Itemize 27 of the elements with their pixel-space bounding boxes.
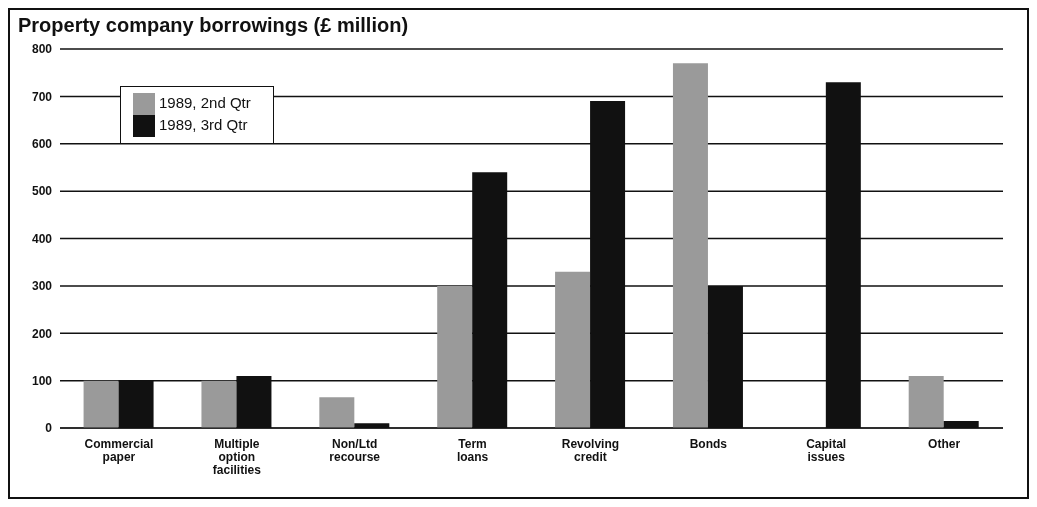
- x-tick-label: Other: [928, 437, 961, 451]
- y-tick-label: 600: [31, 137, 53, 152]
- y-tick-label: 100: [31, 373, 53, 388]
- bar: [437, 285, 473, 428]
- bar: [83, 380, 119, 428]
- x-tick-label: Commercial paper: [84, 437, 154, 464]
- y-tick-label: 200: [31, 326, 53, 341]
- x-tick-label: Non/Ltd recourse: [329, 437, 381, 464]
- y-tick-label: 0: [45, 421, 53, 436]
- bar: [319, 397, 355, 428]
- y-tick-label: 300: [31, 279, 53, 294]
- x-tick-label: Multiple option facilities: [212, 437, 262, 477]
- x-tick-label: Revolving credit: [561, 437, 620, 464]
- x-tick-label: Capital issues: [806, 437, 847, 464]
- legend-label: 1989, 3rd Qtr: [159, 115, 248, 133]
- bar: [201, 380, 237, 428]
- x-tick-label: Term loans: [456, 437, 489, 464]
- y-tick-label: 800: [31, 42, 53, 57]
- bar: [908, 375, 944, 428]
- y-tick-label: 700: [31, 89, 53, 104]
- y-tick-label: 500: [31, 184, 53, 199]
- y-tick-label: 400: [31, 231, 53, 246]
- legend-label: 1989, 2nd Qtr: [159, 93, 251, 111]
- bar: [555, 271, 591, 428]
- bar: [672, 63, 708, 428]
- x-tick-label: Bonds: [689, 437, 728, 451]
- chart-title: Property company borrowings (£ million): [17, 13, 410, 38]
